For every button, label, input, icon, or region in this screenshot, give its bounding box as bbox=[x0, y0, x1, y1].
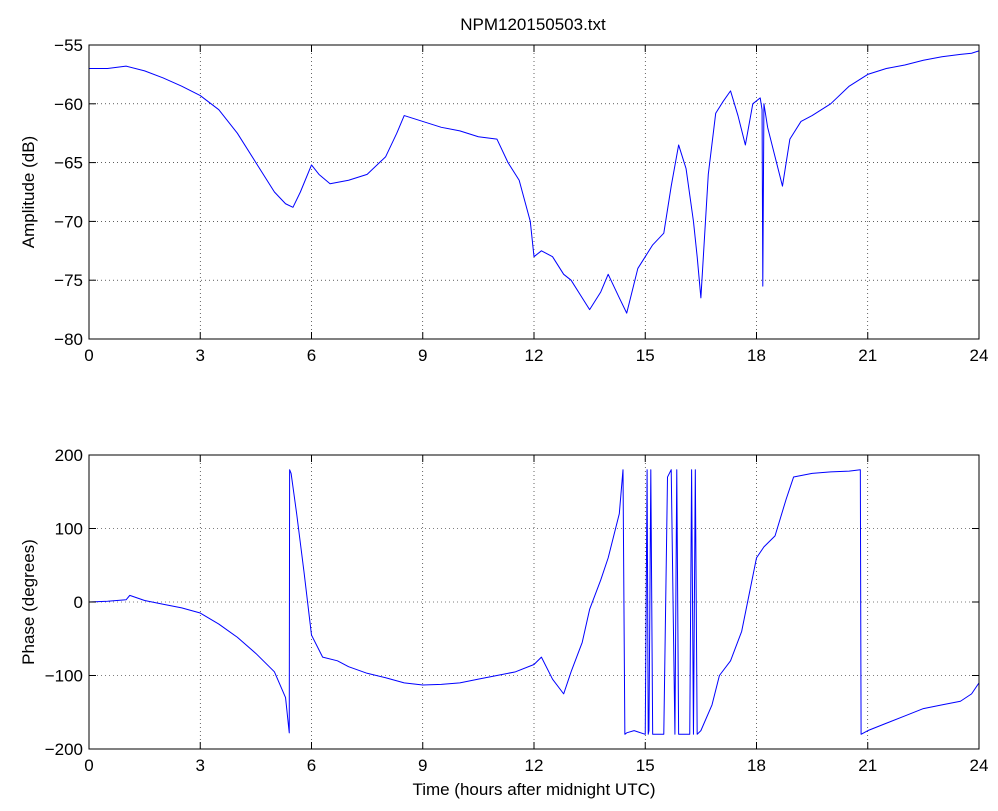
amplitude-ytick-label: −65 bbox=[54, 154, 83, 173]
phase-xtick-label: 18 bbox=[747, 756, 766, 775]
amplitude-xtick-label: 0 bbox=[84, 346, 93, 365]
phase-plot: 0 3 6 9 12 15 18 21 24 −200 −100 0 100 200 Phase (degr… bbox=[19, 446, 988, 799]
amplitude-xtick-label: 3 bbox=[196, 346, 205, 365]
phase-xtick-label: 9 bbox=[418, 756, 427, 775]
amplitude-xtick-label: 24 bbox=[970, 346, 989, 365]
amplitude-ylabel: Amplitude (dB) bbox=[19, 136, 38, 248]
phase-ytick-label: −100 bbox=[45, 667, 83, 686]
phase-xtick-label: 3 bbox=[196, 756, 205, 775]
amplitude-xtick-label: 12 bbox=[525, 346, 544, 365]
phase-xtick-label: 21 bbox=[858, 756, 877, 775]
amplitude-xtick-label: 18 bbox=[747, 346, 766, 365]
amplitude-xtick-label: 6 bbox=[307, 346, 316, 365]
amplitude-xtick-label: 15 bbox=[636, 346, 655, 365]
phase-xtick-label: 24 bbox=[970, 756, 989, 775]
amplitude-ytick-label: −60 bbox=[54, 95, 83, 114]
phase-xtick-label: 6 bbox=[307, 756, 316, 775]
phase-ytick-label: 0 bbox=[74, 593, 83, 612]
phase-ytick-label: −200 bbox=[45, 740, 83, 759]
amplitude-ytick-label: −75 bbox=[54, 271, 83, 290]
amplitude-plot: 0 3 6 9 12 15 18 21 24 −80 −75 −70 −65 −60 −55 Amplitud… bbox=[19, 36, 988, 365]
amplitude-ytick-label: −55 bbox=[54, 36, 83, 55]
phase-xtick-label: 15 bbox=[636, 756, 655, 775]
amplitude-ytick-label: −70 bbox=[54, 212, 83, 231]
amplitude-xtick-label: 9 bbox=[418, 346, 427, 365]
amplitude-xtick-label: 21 bbox=[858, 346, 877, 365]
phase-xtick-label: 12 bbox=[525, 756, 544, 775]
phase-xtick-label: 0 bbox=[84, 756, 93, 775]
amplitude-series-line bbox=[89, 50, 979, 314]
phase-ylabel: Phase (degrees) bbox=[19, 539, 38, 665]
phase-ytick-label: 100 bbox=[55, 520, 83, 539]
phase-series-line bbox=[89, 469, 979, 735]
phase-xlabel: Time (hours after midnight UTC) bbox=[412, 780, 655, 799]
phase-ytick-label: 200 bbox=[55, 446, 83, 465]
amplitude-ytick-label: −80 bbox=[54, 330, 83, 349]
chart-title: NPM120150503.txt bbox=[460, 15, 606, 34]
